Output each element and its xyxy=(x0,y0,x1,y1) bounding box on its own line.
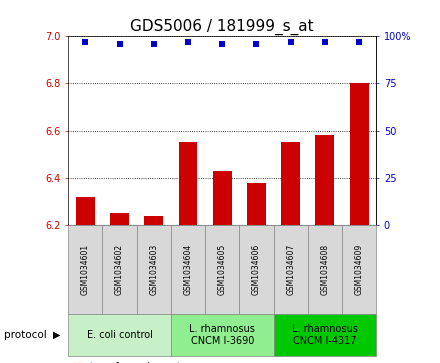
Text: ■: ■ xyxy=(73,362,83,363)
Text: GSM1034601: GSM1034601 xyxy=(81,244,90,295)
Bar xyxy=(350,83,369,225)
Text: transformed count: transformed count xyxy=(90,362,181,363)
Text: GSM1034604: GSM1034604 xyxy=(183,244,192,295)
Text: L. rhamnosus
CNCM I-4317: L. rhamnosus CNCM I-4317 xyxy=(292,324,358,346)
Point xyxy=(150,41,157,47)
Text: GSM1034609: GSM1034609 xyxy=(355,244,363,295)
Title: GDS5006 / 181999_s_at: GDS5006 / 181999_s_at xyxy=(130,19,314,35)
Point xyxy=(116,41,123,47)
Text: GSM1034603: GSM1034603 xyxy=(149,244,158,295)
Bar xyxy=(281,143,300,225)
Point xyxy=(253,41,260,47)
Bar xyxy=(179,143,198,225)
Text: ▶: ▶ xyxy=(53,330,61,340)
Text: GSM1034606: GSM1034606 xyxy=(252,244,261,295)
Bar xyxy=(76,197,95,225)
Point xyxy=(184,39,191,45)
Bar xyxy=(247,183,266,225)
Text: GSM1034602: GSM1034602 xyxy=(115,244,124,295)
Text: GSM1034608: GSM1034608 xyxy=(320,244,330,295)
Text: E. coli control: E. coli control xyxy=(87,330,153,340)
Text: GSM1034605: GSM1034605 xyxy=(218,244,227,295)
Point xyxy=(287,39,294,45)
Bar xyxy=(144,216,163,225)
Bar xyxy=(315,135,334,225)
Text: protocol: protocol xyxy=(4,330,47,340)
Text: GSM1034607: GSM1034607 xyxy=(286,244,295,295)
Point xyxy=(219,41,226,47)
Point xyxy=(356,39,363,45)
Bar xyxy=(110,213,129,225)
Point xyxy=(82,39,89,45)
Point xyxy=(321,39,328,45)
Bar xyxy=(213,171,231,225)
Text: L. rhamnosus
CNCM I-3690: L. rhamnosus CNCM I-3690 xyxy=(189,324,255,346)
